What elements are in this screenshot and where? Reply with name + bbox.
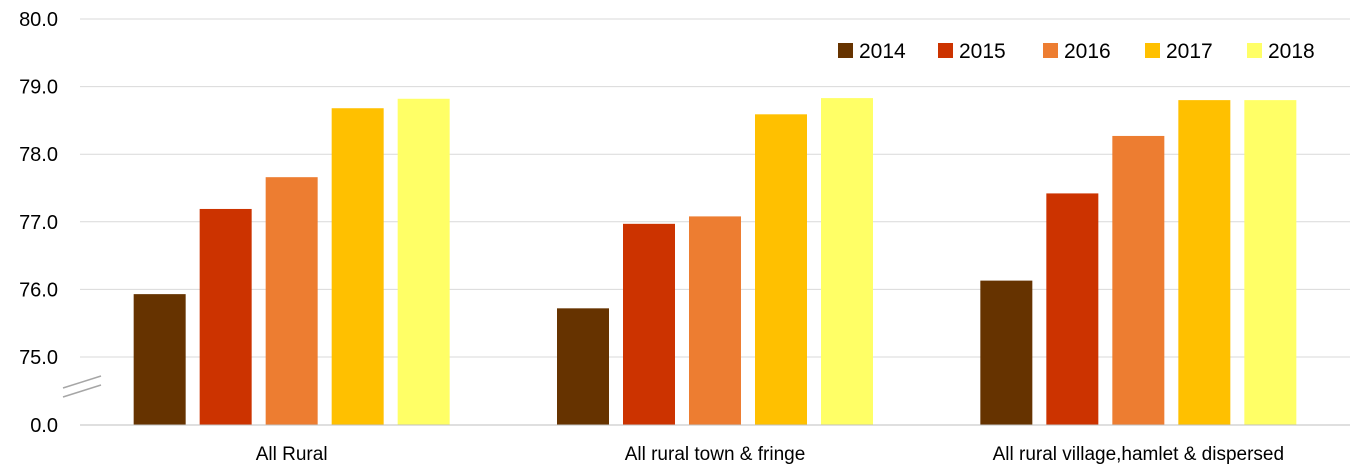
bar-2017 <box>755 114 807 425</box>
legend: 2014 2015 2016 2017 2018 <box>838 40 1315 63</box>
bar-2017 <box>331 108 384 426</box>
bar-2017 <box>1178 100 1231 426</box>
legend-item: 2016 <box>1043 40 1111 63</box>
legend-label: 2015 <box>959 40 1006 63</box>
bar-2016 <box>689 216 741 425</box>
legend-swatch <box>1247 43 1262 58</box>
y-tick-labels: 0.0 75.0 76.0 77.0 78.0 79.0 80.0 <box>19 9 58 437</box>
bar-2014 <box>557 308 609 425</box>
bar-2016 <box>1112 135 1165 425</box>
bar-2018 <box>1244 100 1297 426</box>
legend-label: 2016 <box>1064 40 1111 63</box>
x-category-label: All Rural <box>256 444 328 465</box>
bar-2014 <box>133 294 186 425</box>
bar-2018 <box>397 98 450 425</box>
y-tick-label: 0.0 <box>30 415 58 437</box>
bar-2015 <box>623 223 675 425</box>
legend-swatch <box>838 43 853 58</box>
bars <box>133 98 1297 426</box>
x-category-label: All rural village,hamlet & dispersed <box>993 444 1284 465</box>
legend-item: 2014 <box>838 40 906 63</box>
bar-2018 <box>821 98 873 425</box>
legend-item: 2015 <box>938 40 1006 63</box>
legend-swatch <box>1043 43 1058 58</box>
legend-label: 2018 <box>1268 40 1315 63</box>
bar-2015 <box>1046 193 1099 425</box>
axis-break-mark <box>62 375 102 398</box>
bar-2015 <box>199 208 252 425</box>
legend-item: 2018 <box>1247 40 1315 63</box>
y-tick-label: 78.0 <box>19 144 58 166</box>
legend-label: 2017 <box>1166 40 1213 63</box>
legend-label: 2014 <box>859 40 906 63</box>
legend-swatch <box>938 43 953 58</box>
y-tick-label: 80.0 <box>19 9 58 31</box>
bar-2014 <box>980 280 1033 425</box>
axes <box>62 375 1350 426</box>
bar-2016 <box>265 177 318 425</box>
legend-swatch <box>1145 43 1160 58</box>
y-tick-label: 79.0 <box>19 77 58 99</box>
y-tick-label: 76.0 <box>19 279 58 301</box>
y-tick-label: 77.0 <box>19 212 58 234</box>
x-category-labels: All Rural All rural town & fringe All rura… <box>256 444 1284 465</box>
legend-item: 2017 <box>1145 40 1213 63</box>
x-category-label: All rural town & fringe <box>625 444 806 465</box>
y-tick-label: 75.0 <box>19 347 58 369</box>
